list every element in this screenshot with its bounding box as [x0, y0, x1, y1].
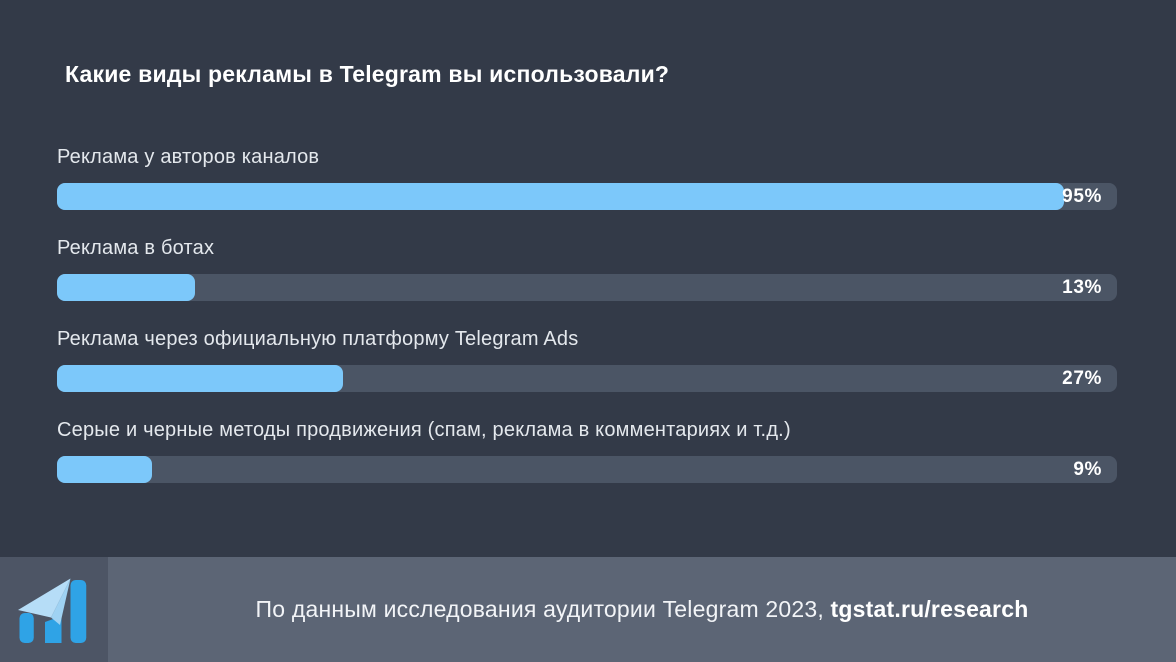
- bar-label: Реклама в ботах: [57, 237, 215, 259]
- bar-group: Реклама у авторов каналов 95%: [57, 145, 1117, 210]
- footer-source-prefix: По данным исследования аудитории Telegra…: [255, 596, 831, 622]
- bar-track: 95%: [57, 183, 1117, 210]
- bar-chart: Реклама у авторов каналов 95% Реклама в …: [57, 145, 1117, 509]
- tgstat-logo-icon: [18, 578, 87, 643]
- bar-value-label: 27%: [1062, 367, 1102, 389]
- bar-label: Реклама через официальную платформу Tele…: [57, 328, 579, 350]
- bar-fill: [57, 456, 153, 483]
- bar-track: 13%: [57, 274, 1117, 301]
- bar-track: 9%: [57, 456, 1117, 483]
- bar-group: Серые и черные методы продвижения (спам,…: [57, 418, 1117, 483]
- bar-fill: [57, 183, 1064, 210]
- page-title: Какие виды рекламы в Telegram вы использ…: [65, 61, 670, 87]
- footer-source-text: По данным исследования аудитории Telegra…: [108, 557, 1176, 662]
- bar-value-label: 13%: [1062, 276, 1102, 298]
- tgstat-logo: [0, 557, 108, 662]
- footer-source-link: tgstat.ru/research: [830, 596, 1029, 622]
- footer-bar: По данным исследования аудитории Telegra…: [0, 557, 1176, 662]
- bar-label: Реклама у авторов каналов: [57, 146, 320, 168]
- bar-value-label: 9%: [1073, 458, 1102, 480]
- bar-track: 27%: [57, 365, 1117, 392]
- bar-label: Серые и черные методы продвижения (спам,…: [57, 419, 791, 441]
- bar-value-label: 95%: [1062, 185, 1102, 207]
- bar-group: Реклама через официальную платформу Tele…: [57, 327, 1117, 392]
- bar-fill: [57, 274, 195, 301]
- bar-fill: [57, 365, 344, 392]
- bar-group: Реклама в ботах 13%: [57, 236, 1117, 301]
